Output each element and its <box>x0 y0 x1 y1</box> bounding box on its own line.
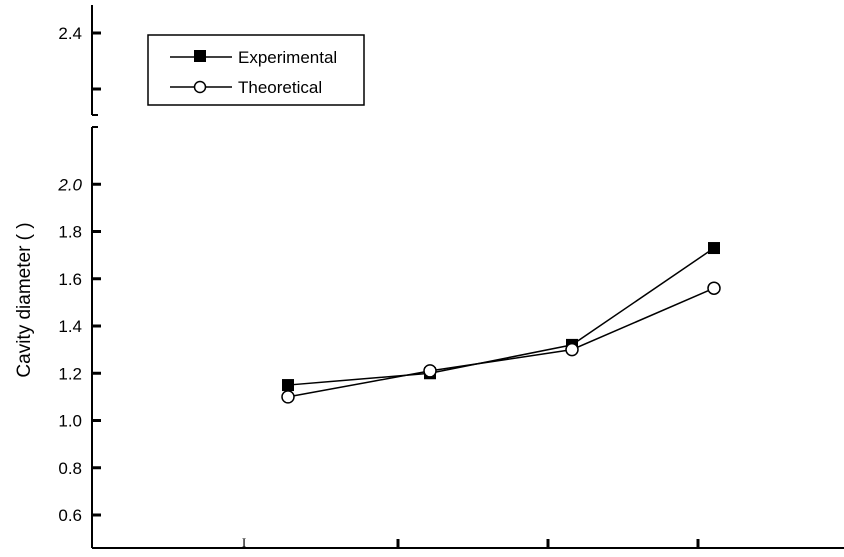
data-point-theoretical <box>423 364 437 378</box>
series-line-experimental <box>287 247 715 386</box>
data-point-experimental <box>708 242 720 255</box>
y-tick-label: 0.8 <box>58 459 82 478</box>
y-tick-label: 1.0 <box>58 412 82 431</box>
y-tick-label: 1.8 <box>58 223 82 242</box>
y-tick-label: 2.4 <box>58 24 82 43</box>
y-axis-label: Cavity diameter ( ) <box>14 222 35 377</box>
legend-label-experimental: Experimental <box>238 48 337 67</box>
legend-entry-experimental: Experimental <box>170 48 337 67</box>
legend: Experimental Theoretical <box>147 34 365 106</box>
y-tick-label: 1.4 <box>58 317 82 336</box>
y-ticks: 0.6 0.8 1.0 1.2 1.4 1.6 1.8 2.0 2.4 <box>57 24 101 525</box>
data-point-theoretical <box>707 281 721 295</box>
y-tick-label: 0.6 <box>58 506 82 525</box>
y-tick-label: 1.2 <box>58 364 82 383</box>
x-axis: I <box>92 535 844 550</box>
legend-entry-theoretical: Theoretical <box>170 78 322 97</box>
data-point-theoretical <box>565 342 579 357</box>
data-point-theoretical <box>281 390 295 404</box>
legend-box <box>147 34 365 106</box>
series-line-theoretical <box>287 287 715 398</box>
series-layer <box>281 242 721 404</box>
y-tick-label: 2.0 <box>57 175 82 194</box>
x-tick-label: I <box>242 535 246 550</box>
legend-marker-experimental <box>194 50 206 62</box>
y-axis: 0.6 0.8 1.0 1.2 1.4 1.6 1.8 2.0 2.4 <box>57 5 101 548</box>
legend-marker-theoretical <box>193 80 207 94</box>
legend-label-theoretical: Theoretical <box>238 78 322 97</box>
x-ticks: I <box>242 535 700 550</box>
data-point-experimental <box>282 379 294 392</box>
axis-break-mark <box>92 114 98 128</box>
y-tick-label: 1.6 <box>58 270 82 289</box>
